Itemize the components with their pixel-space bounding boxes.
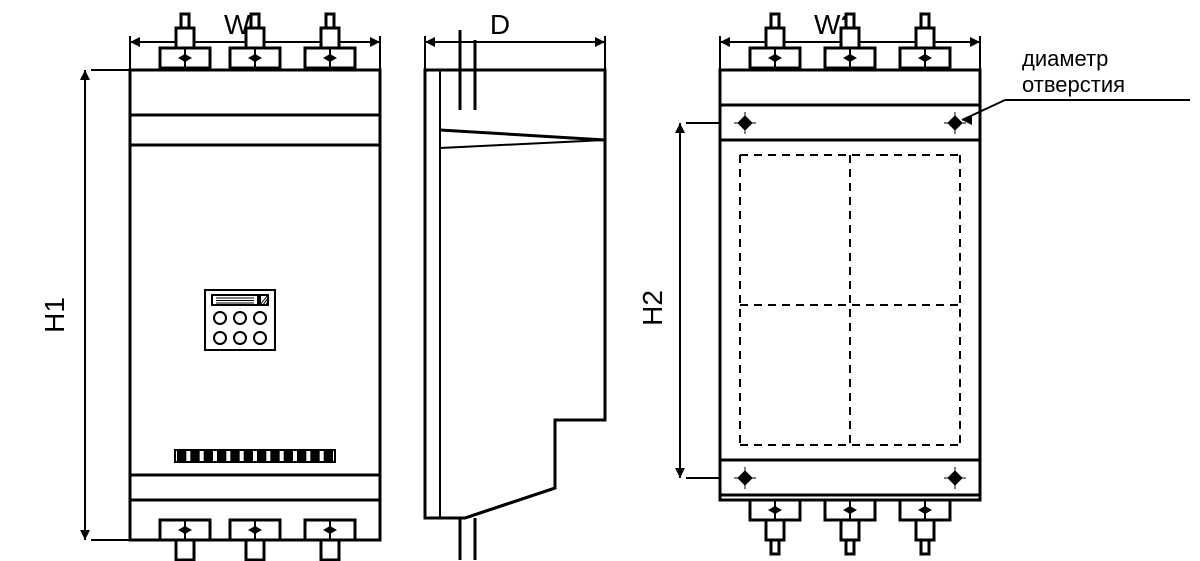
side-view: D — [425, 9, 605, 560]
front-view: W1H1 — [39, 9, 380, 561]
label-H1: H1 — [39, 297, 70, 333]
label-D: D — [490, 9, 510, 40]
label-hole-1: диаметр — [1022, 46, 1108, 71]
technical-drawing: W1H1DW2H2диаметротверстия — [0, 0, 1200, 561]
label-hole-2: отверстия — [1022, 72, 1125, 97]
label-H2: H2 — [637, 290, 668, 326]
back-view: W2H2диаметротверстия — [637, 9, 1190, 554]
